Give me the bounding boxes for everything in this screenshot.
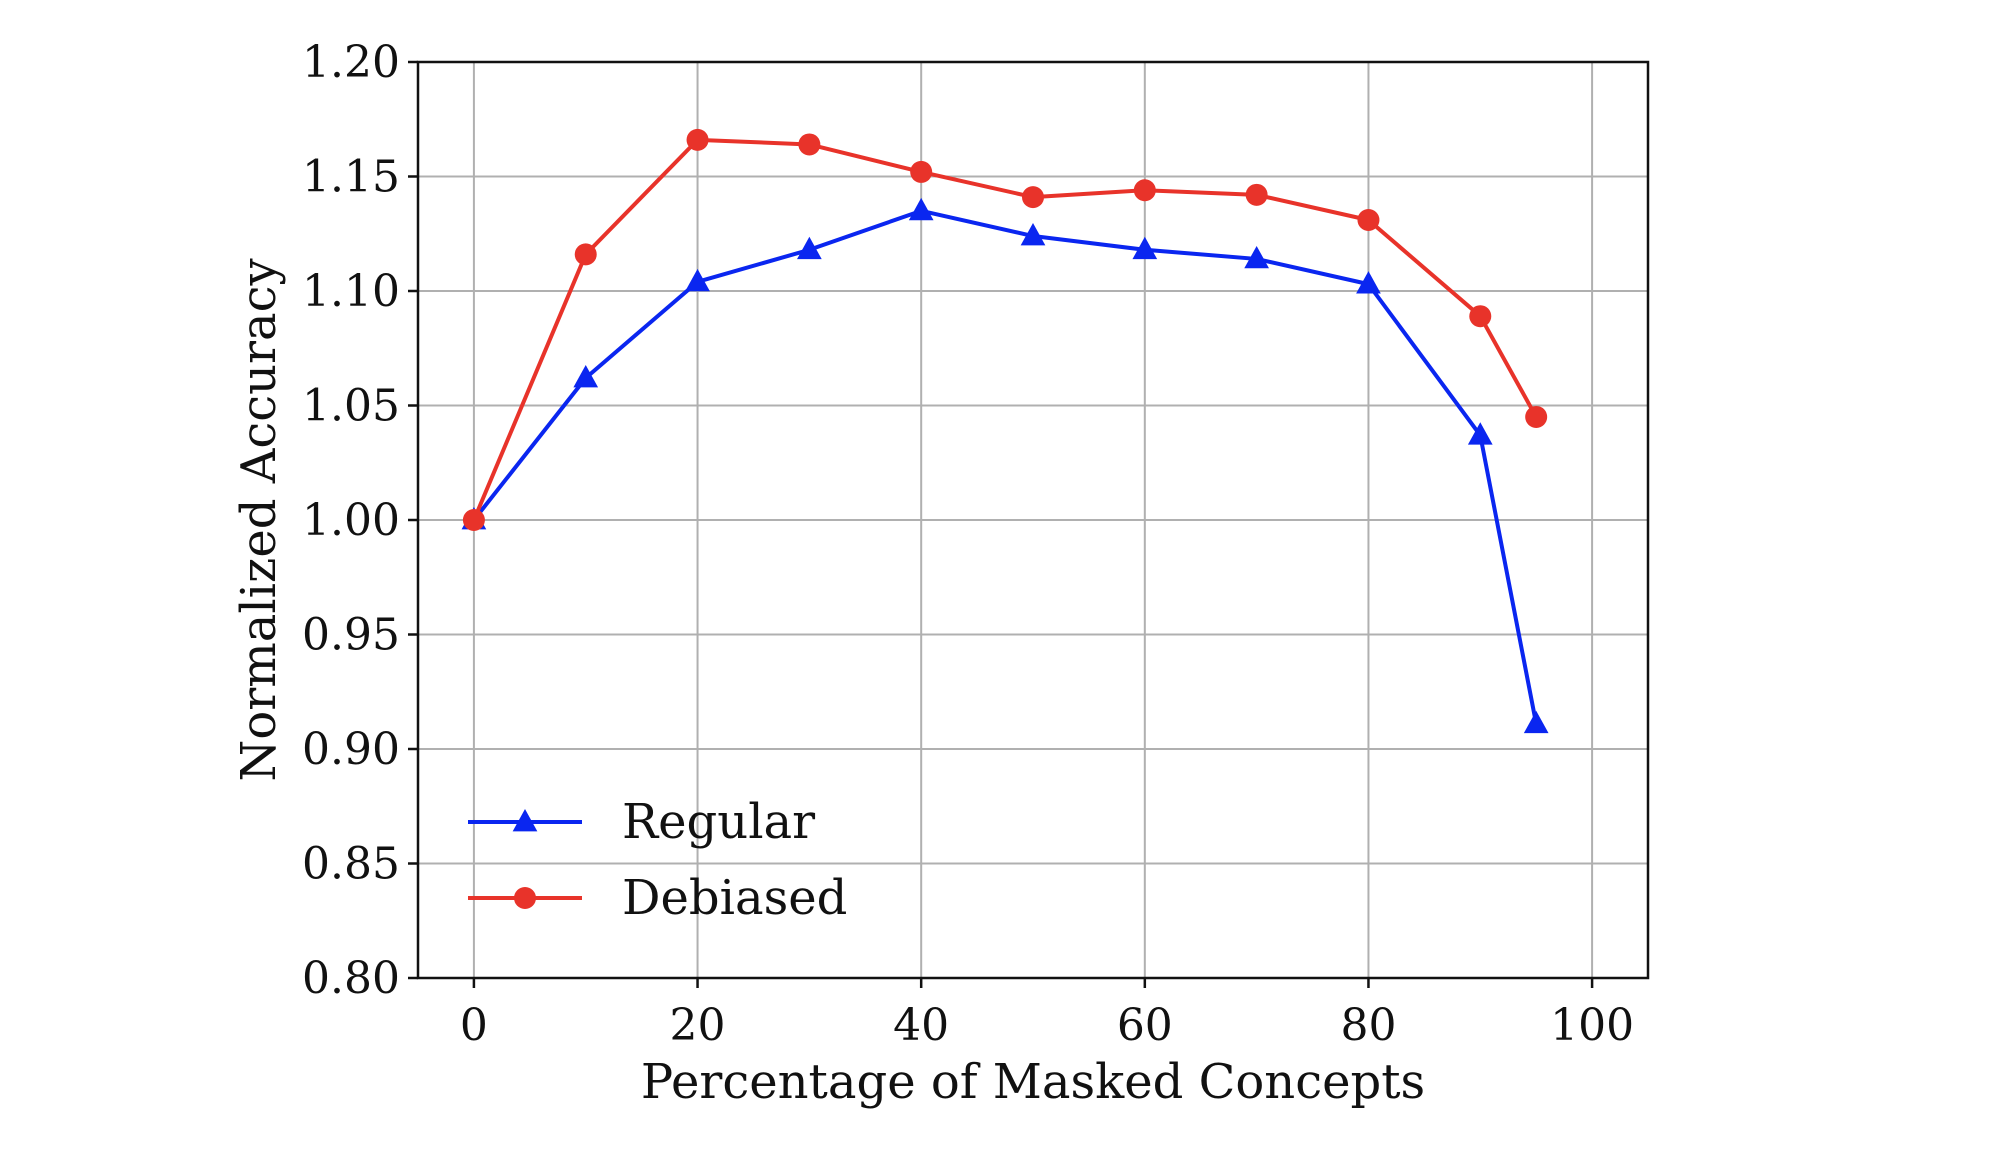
y-tick-label: 1.20	[302, 37, 400, 88]
data-point	[574, 243, 597, 266]
y-tick-label: 1.15	[302, 152, 400, 203]
x-tick-label: 20	[670, 1000, 726, 1051]
series-debiased	[462, 128, 1548, 531]
data-point	[1467, 422, 1493, 445]
data-point	[686, 128, 709, 151]
x-tick-label: 80	[1340, 1000, 1396, 1051]
y-tick-label: 0.95	[302, 610, 400, 661]
y-tick-label: 0.90	[302, 724, 400, 775]
data-point	[1523, 710, 1549, 734]
series-line	[472, 137, 1538, 521]
x-axis-label: Percentage of Masked Concepts	[641, 1054, 1425, 1110]
x-tick-label: 40	[893, 1000, 949, 1051]
legend-label: Debiased	[622, 870, 847, 926]
ticks: 0 20 40 60 80 100 0.80 0.85 0.90 0.95 1.00 1.05 1.10…	[302, 37, 1634, 1051]
legend-marker	[512, 809, 538, 832]
data-point	[1132, 236, 1158, 260]
legend-label: Regular	[622, 794, 815, 850]
data-point	[908, 197, 934, 221]
data-point	[1244, 245, 1269, 269]
y-tick-label: 0.80	[302, 953, 400, 1004]
legend-item-debiased: Debiased	[468, 870, 847, 926]
x-tick-label: 0	[460, 1000, 488, 1051]
y-tick-label: 1.05	[302, 381, 400, 432]
data-point	[1245, 183, 1268, 206]
data-point	[910, 160, 933, 183]
y-tick-label: 1.00	[302, 495, 400, 546]
data-point	[1022, 186, 1044, 209]
data-point	[1133, 179, 1156, 202]
data-point	[462, 509, 485, 531]
data-point	[1356, 271, 1381, 294]
y-tick-label: 0.85	[302, 839, 400, 890]
grid	[418, 61, 1648, 979]
data-point	[1469, 305, 1492, 328]
series-layer	[461, 128, 1549, 734]
x-tick-label: 100	[1550, 1000, 1634, 1051]
legend-item-regular: Regular	[468, 794, 815, 850]
data-point	[1020, 223, 1046, 246]
series-regular	[461, 197, 1549, 734]
data-point	[1357, 209, 1380, 232]
legend: Regular Debiased	[468, 794, 847, 926]
y-axis-label: Normalized Accuracy	[231, 258, 287, 781]
x-tick-label: 60	[1117, 1000, 1173, 1051]
data-point	[798, 133, 821, 156]
data-point	[573, 365, 599, 388]
legend-marker	[514, 887, 536, 909]
data-point	[1525, 405, 1548, 428]
data-point	[797, 236, 822, 260]
y-tick-label: 1.10	[302, 266, 400, 317]
data-point	[685, 268, 710, 292]
